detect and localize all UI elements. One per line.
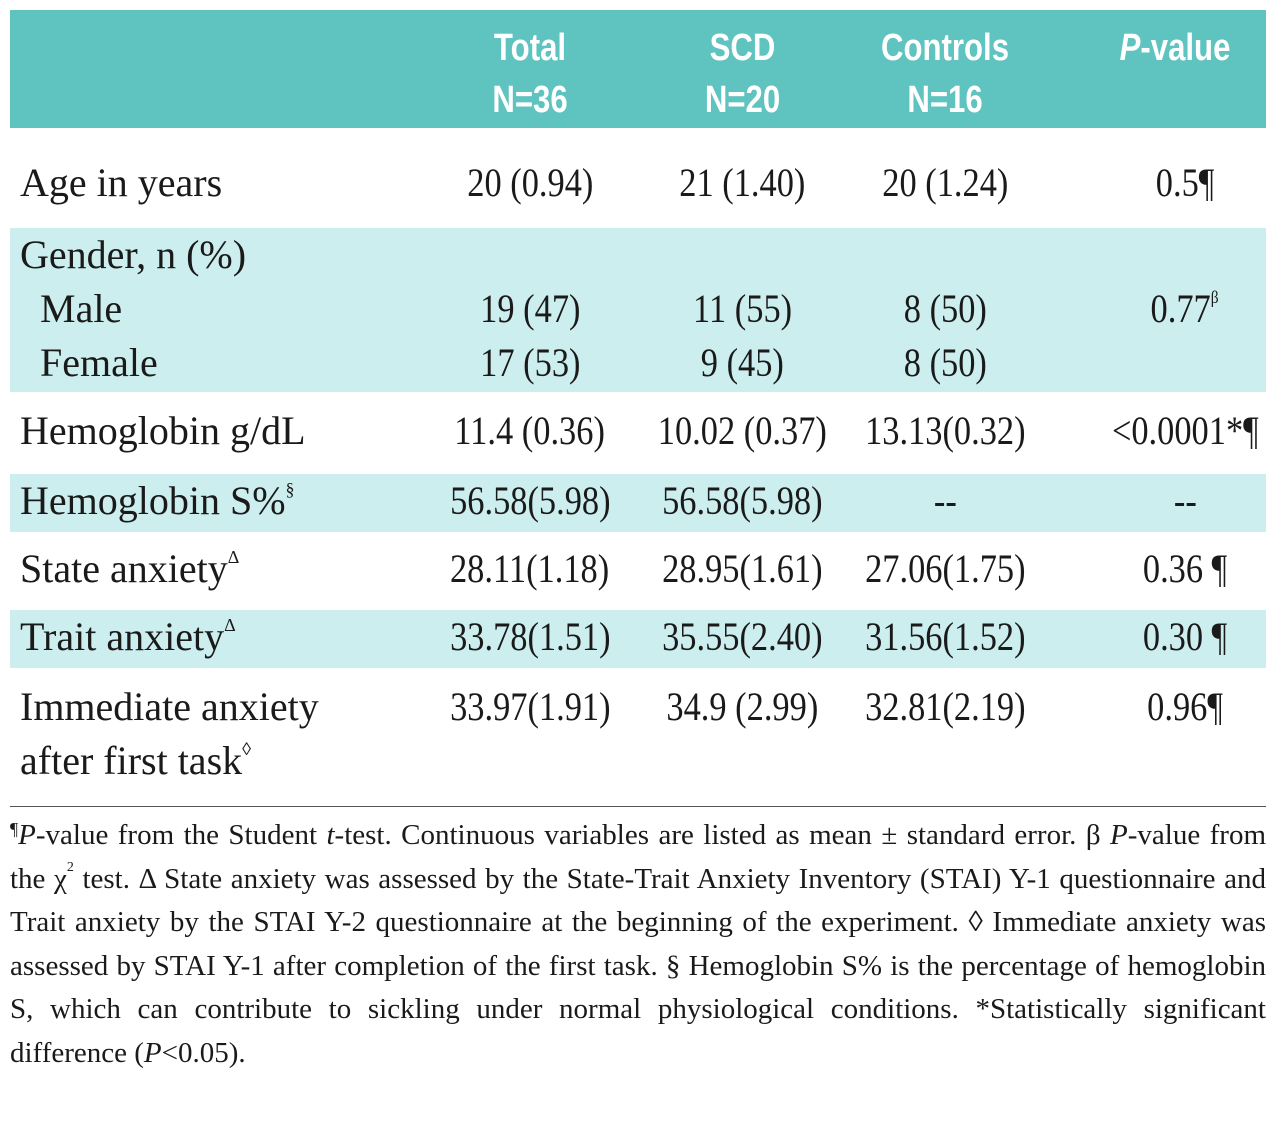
row-label: Trait anxiety — [20, 614, 225, 659]
footnote-divider — [10, 806, 1266, 807]
cell-scd: 28.95(1.61) — [662, 546, 823, 591]
cell-total: 33.97(1.91) — [449, 684, 611, 729]
cell-pvalue: 0.36 ¶ — [1142, 546, 1228, 591]
cell-pvalue: -- — [1173, 478, 1197, 523]
cell-pvalue: 0.5¶ — [1155, 160, 1215, 205]
header-pvalue: P-value — [1119, 27, 1231, 69]
cell-controls: 20 (1.24) — [881, 160, 1009, 205]
cell-controls: 8 (50) — [903, 340, 987, 385]
cell-controls: 8 (50) — [903, 286, 987, 331]
cell-total: 20 (0.94) — [466, 160, 594, 205]
cell-controls: 13.13(0.32) — [864, 408, 1026, 453]
subrow-female: Female 17 (53) 9 (45) 8 (50) — [10, 336, 1266, 390]
cell-pvalue: <0.0001*¶ — [1111, 408, 1259, 453]
row-label-continued: after first task — [20, 738, 243, 783]
cell-scd: 10.02 (0.37) — [657, 408, 828, 453]
table-row-state-anxiety: State anxietyΔ 28.11(1.18) 28.95(1.61) 2… — [10, 532, 1266, 610]
row-label: Hemoglobin g/dL — [20, 408, 306, 453]
cell-scd: 56.58(5.98) — [662, 478, 823, 523]
cell-scd: 11 (55) — [692, 286, 793, 331]
cell-controls: 27.06(1.75) — [864, 546, 1026, 591]
row-label: Male — [40, 286, 123, 331]
table-row-immediate-anxiety: Immediate anxiety after first task◊ 33.9… — [10, 668, 1266, 794]
table-row-age: Age in years 20 (0.94) 21 (1.40) 20 (1.2… — [10, 128, 1266, 228]
table-row-trait-anxiety: Trait anxietyΔ 33.78(1.51) 35.55(2.40) 3… — [10, 610, 1266, 668]
row-label: Immediate anxiety — [20, 684, 319, 729]
header-controls: Controls N=16 — [880, 27, 1010, 121]
row-label: Female — [40, 340, 158, 385]
table-row-gender: Gender, n (%) Male 19 (47) 11 (55) 8 (50… — [10, 228, 1266, 392]
header-scd: SCD N=20 — [704, 27, 781, 121]
cell-controls: 32.81(2.19) — [864, 684, 1026, 729]
cell-pvalue: 0.30 ¶ — [1142, 614, 1228, 659]
row-label: State anxiety — [20, 546, 228, 591]
cell-total: 28.11(1.18) — [450, 546, 610, 591]
header-total: Total N=36 — [492, 27, 568, 121]
cell-total: 19 (47) — [479, 286, 581, 331]
table-row-hemoglobin: Hemoglobin g/dL 11.4 (0.36) 10.02 (0.37)… — [10, 392, 1266, 474]
cell-scd: 9 (45) — [700, 340, 785, 385]
cell-total: 17 (53) — [479, 340, 581, 385]
cell-scd: 21 (1.40) — [679, 160, 806, 205]
cell-controls: -- — [933, 478, 957, 523]
cell-controls: 31.56(1.52) — [864, 614, 1026, 659]
table-footnote: ¶P-value from the Student t-test. Contin… — [10, 819, 1266, 1069]
row-label: Age in years — [20, 160, 223, 205]
row-label: Gender, n (%) — [20, 232, 247, 277]
cell-total: 56.58(5.98) — [449, 478, 611, 523]
cell-total: 33.78(1.51) — [449, 614, 611, 659]
row-label: Hemoglobin S% — [20, 478, 286, 523]
cell-scd: 34.9 (2.99) — [666, 684, 819, 729]
cell-pvalue: 0.77 — [1150, 286, 1212, 331]
table-header: Total N=36 SCD N=20 Controls N=16 P-valu… — [10, 10, 1266, 128]
cell-pvalue: 0.96¶ — [1147, 684, 1223, 729]
table-row-hemoglobin-s: Hemoglobin S%§ 56.58(5.98) 56.58(5.98) -… — [10, 474, 1266, 532]
characteristics-table: Total N=36 SCD N=20 Controls N=16 P-valu… — [10, 10, 1266, 794]
cell-scd: 35.55(2.40) — [662, 614, 823, 659]
subrow-male: Male 19 (47) 11 (55) 8 (50) 0.77β — [10, 282, 1266, 336]
cell-total: 11.4 (0.36) — [454, 408, 606, 453]
